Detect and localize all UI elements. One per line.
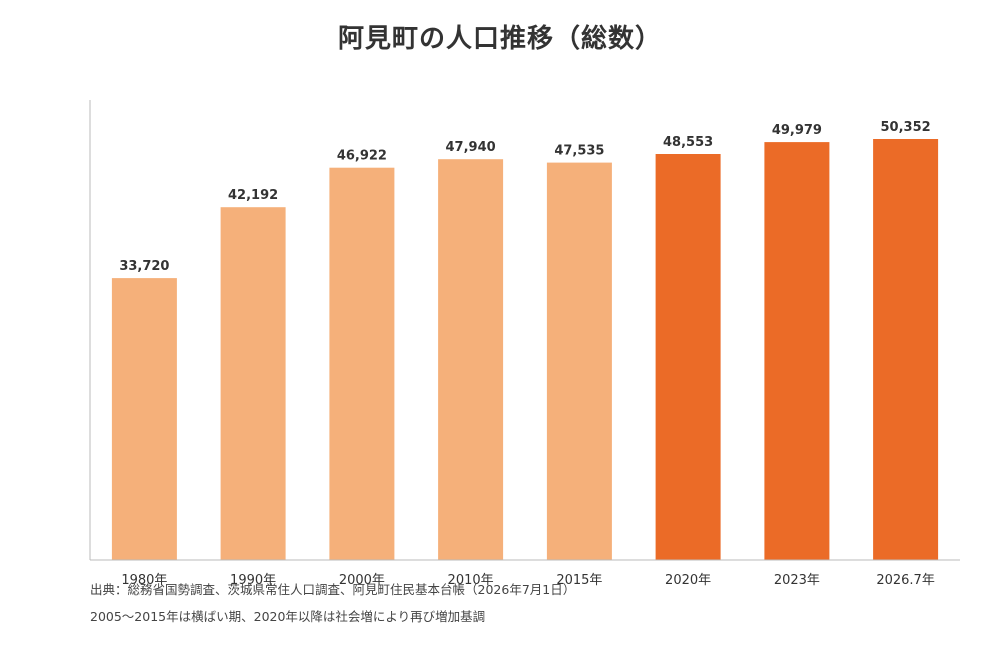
value-label-2015: 47,535 bbox=[554, 144, 604, 159]
value-label-2010: 47,940 bbox=[446, 140, 496, 155]
value-label-1980: 33,720 bbox=[119, 259, 169, 274]
bar-2020 bbox=[655, 154, 721, 560]
value-labels-layer: 33,720 42,192 46,922 47,940 47,535 48,553 49,9… bbox=[119, 120, 930, 274]
bar-1980 bbox=[111, 278, 177, 560]
bar-1990 bbox=[220, 207, 286, 560]
bar-2010 bbox=[438, 159, 504, 560]
chart-notes: 出典：総務省国勢調査、茨城県常住人口調査、阿見町住民基本台帳（2026年7月1日… bbox=[90, 582, 576, 625]
bar-2023 bbox=[764, 142, 830, 560]
tick-labels-layer: 1980年 1990年 2000年 2010年 2015年 2020年 2023年 2026.… bbox=[121, 573, 934, 588]
value-label-2000: 46,922 bbox=[337, 149, 387, 164]
value-label-1990: 42,192 bbox=[228, 188, 278, 203]
axes-layer bbox=[89, 100, 960, 561]
source-note: 出典：総務省国勢調査、茨城県常住人口調査、阿見町住民基本台帳（2026年7月1日… bbox=[90, 582, 576, 597]
x-tick-label-2015: 2015年 bbox=[556, 573, 602, 588]
value-label-2023: 49,979 bbox=[772, 123, 822, 138]
x-tick-label-1980: 1980年 bbox=[121, 573, 167, 588]
bars-layer bbox=[111, 139, 939, 560]
x-tick-label-2020: 2020年 bbox=[665, 573, 711, 588]
bar-2015 bbox=[546, 162, 612, 560]
value-label-2026-7: 50,352 bbox=[881, 120, 931, 135]
value-label-2020: 48,553 bbox=[663, 135, 713, 150]
x-tick-label-2023: 2023年 bbox=[774, 573, 820, 588]
x-tick-label-2010: 2010年 bbox=[448, 573, 494, 588]
x-tick-label-2000: 2000年 bbox=[339, 573, 385, 588]
bar-2026-7 bbox=[873, 139, 939, 560]
remark-note: 2005〜2015年は横ばい期、2020年以降は社会増により再び増加基調 bbox=[90, 609, 486, 624]
bar-2000 bbox=[329, 167, 395, 560]
x-tick-label-2026-7: 2026.7年 bbox=[876, 573, 935, 588]
chart-title: 阿見町の人口推移（総数） bbox=[337, 24, 662, 54]
x-tick-label-1990: 1990年 bbox=[230, 573, 276, 588]
